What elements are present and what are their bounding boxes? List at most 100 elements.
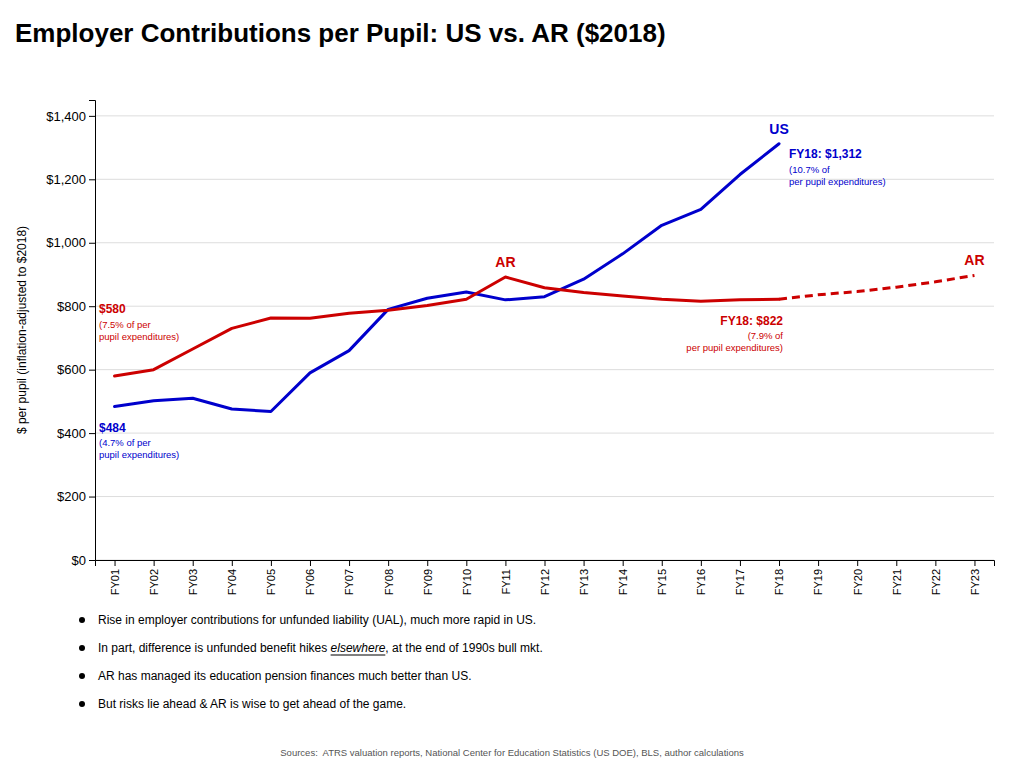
x-tick-mark [701, 560, 702, 566]
x-tick-label: FY18 [773, 569, 785, 595]
x-tick-label: FY13 [578, 569, 590, 595]
x-tick: FY15 [656, 560, 668, 595]
x-tick-mark [505, 560, 506, 566]
x-tick-label: FY06 [304, 569, 316, 595]
x-tick-mark [623, 560, 624, 566]
grid-line [95, 496, 994, 497]
annotation-label: $484 [99, 421, 126, 435]
y-tick-mark [89, 560, 95, 561]
y-tick: $1,400 [46, 109, 95, 124]
x-tick: FY17 [734, 560, 746, 595]
x-tick-label: FY22 [930, 569, 942, 595]
y-tick: $600 [57, 362, 95, 377]
x-tick-mark [584, 560, 585, 566]
bullet [79, 673, 85, 679]
annotation-note-line: per pupil expenditures) [789, 176, 886, 187]
y-tick: $0 [72, 553, 95, 568]
y-tick-mark [89, 433, 95, 434]
annotation-note-line: (7.9% of [748, 330, 784, 341]
x-tick-mark [115, 560, 116, 566]
x-tick-mark [779, 560, 780, 566]
lines [115, 144, 975, 412]
series-label: AR [964, 252, 984, 268]
x-tick: FY11 [500, 560, 512, 594]
x-tick-mark [974, 560, 975, 566]
annotation-note-line: pupil expenditures) [99, 449, 179, 460]
series-line [115, 277, 779, 376]
x-tick-mark [271, 560, 272, 566]
x-tick: FY13 [578, 560, 590, 595]
annotation-note: (7.9% ofper pupil expenditures) [686, 330, 783, 353]
annotation-note-line: per pupil expenditures) [686, 342, 783, 353]
y-tick-label: $400 [57, 426, 86, 441]
x-tick: FY08 [383, 560, 395, 595]
annotation-note-line: (7.5% of per [99, 319, 151, 330]
x-tick-mark [935, 560, 936, 566]
y-axis-line [89, 101, 96, 561]
annotation-note: (7.5% of perpupil expenditures) [99, 319, 179, 342]
x-tick-label: FY17 [734, 569, 746, 595]
y-axis: $0$200$400$600$800$1,000$1,200$1,400 [46, 101, 95, 568]
x-tick-mark [310, 560, 311, 566]
note-text: , at the end of 1990s bull mkt. [385, 641, 542, 655]
x-tick-mark [818, 560, 819, 566]
x-tick: FY03 [187, 560, 199, 595]
x-tick: FY18 [773, 560, 785, 595]
x-tick-mark [388, 560, 389, 566]
x-tick: FY10 [461, 560, 473, 595]
x-tick: FY01 [109, 560, 121, 595]
bullet [79, 645, 85, 651]
source: Sources: ATRS valuation reports, Nationa… [280, 747, 744, 758]
bullet [79, 617, 85, 623]
x-tick-mark [740, 560, 741, 566]
x-tick-label: FY23 [969, 569, 981, 595]
x-tick-label: FY14 [617, 569, 629, 595]
x-tick: FY07 [343, 560, 355, 595]
annotation-note-line: pupil expenditures) [99, 331, 179, 342]
x-tick-label: FY20 [852, 569, 864, 595]
annotation-note: (10.7% ofper pupil expenditures) [789, 164, 886, 187]
x-tick: FY12 [539, 560, 551, 595]
x-tick-mark [154, 560, 155, 566]
annotation-label: FY18: $822 [720, 314, 783, 328]
annotation-note-line: (4.7% of per [99, 437, 151, 448]
x-tick: FY16 [695, 560, 707, 595]
y-tick-label: $1,200 [46, 172, 86, 187]
x-tick-mark [545, 560, 546, 566]
y-tick: $400 [57, 426, 95, 441]
grid-line [95, 306, 994, 307]
y-tick-mark [89, 116, 95, 117]
x-tick-mark [857, 560, 858, 566]
note-text: AR has managed its education pension fin… [98, 669, 472, 683]
y-tick-mark [89, 306, 95, 307]
x-axis-line [96, 561, 995, 567]
annotation-label: FY18: $1,312 [789, 147, 862, 161]
x-tick: FY19 [812, 560, 824, 595]
note-emphasis: elsewhere [331, 641, 386, 655]
x-tick-mark [232, 560, 233, 566]
series-label: AR [495, 254, 515, 270]
x-tick-label: FY16 [695, 569, 707, 595]
x-tick: FY09 [422, 560, 434, 595]
x-tick-mark [466, 560, 467, 566]
grid-line [95, 369, 994, 370]
x-tick-label: FY01 [109, 569, 121, 595]
y-tick-mark [89, 497, 95, 498]
x-tick-label: FY10 [461, 569, 473, 595]
y-tick-label: $600 [57, 362, 86, 377]
grid-line [95, 115, 994, 116]
x-tick: FY22 [930, 560, 942, 595]
grid-line [95, 242, 994, 243]
x-tick: FY21 [891, 560, 903, 595]
x-tick-label: FY03 [187, 569, 199, 595]
x-axis: FY01FY02FY03FY04FY05FY06FY07FY08FY09FY10… [96, 560, 995, 595]
x-tick: FY02 [148, 560, 160, 595]
annotation-label: $580 [99, 302, 126, 316]
y-tick-mark [89, 179, 95, 180]
notes: Rise in employer contributions for unfun… [79, 613, 543, 711]
y-tick-label: $800 [57, 299, 86, 314]
chart-svg: Employer Contributions per Pupil: US vs.… [0, 0, 1024, 768]
x-tick-label: FY07 [343, 569, 355, 595]
x-tick-label: FY19 [812, 569, 824, 595]
x-tick-mark [349, 560, 350, 566]
